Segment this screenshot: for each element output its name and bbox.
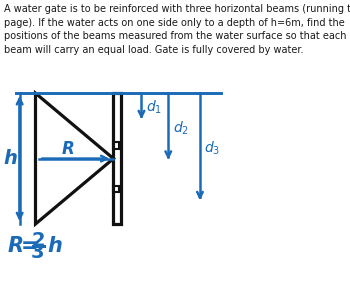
Text: $d_1$: $d_1$ — [146, 99, 162, 116]
Text: h: h — [4, 149, 18, 168]
Text: h: h — [48, 236, 63, 256]
Text: R: R — [62, 140, 75, 158]
Text: A water gate is to be reinforced with three horizontal beams (running to the
pag: A water gate is to be reinforced with th… — [4, 4, 350, 55]
Bar — [113, 142, 119, 149]
Text: $d_3$: $d_3$ — [204, 139, 220, 157]
Bar — [113, 185, 119, 192]
Text: R: R — [7, 236, 23, 256]
Text: =: = — [21, 236, 38, 256]
Text: 3: 3 — [31, 243, 45, 262]
Text: 2: 2 — [31, 231, 45, 250]
Text: $d_2$: $d_2$ — [173, 119, 189, 137]
Bar — [113, 93, 121, 224]
